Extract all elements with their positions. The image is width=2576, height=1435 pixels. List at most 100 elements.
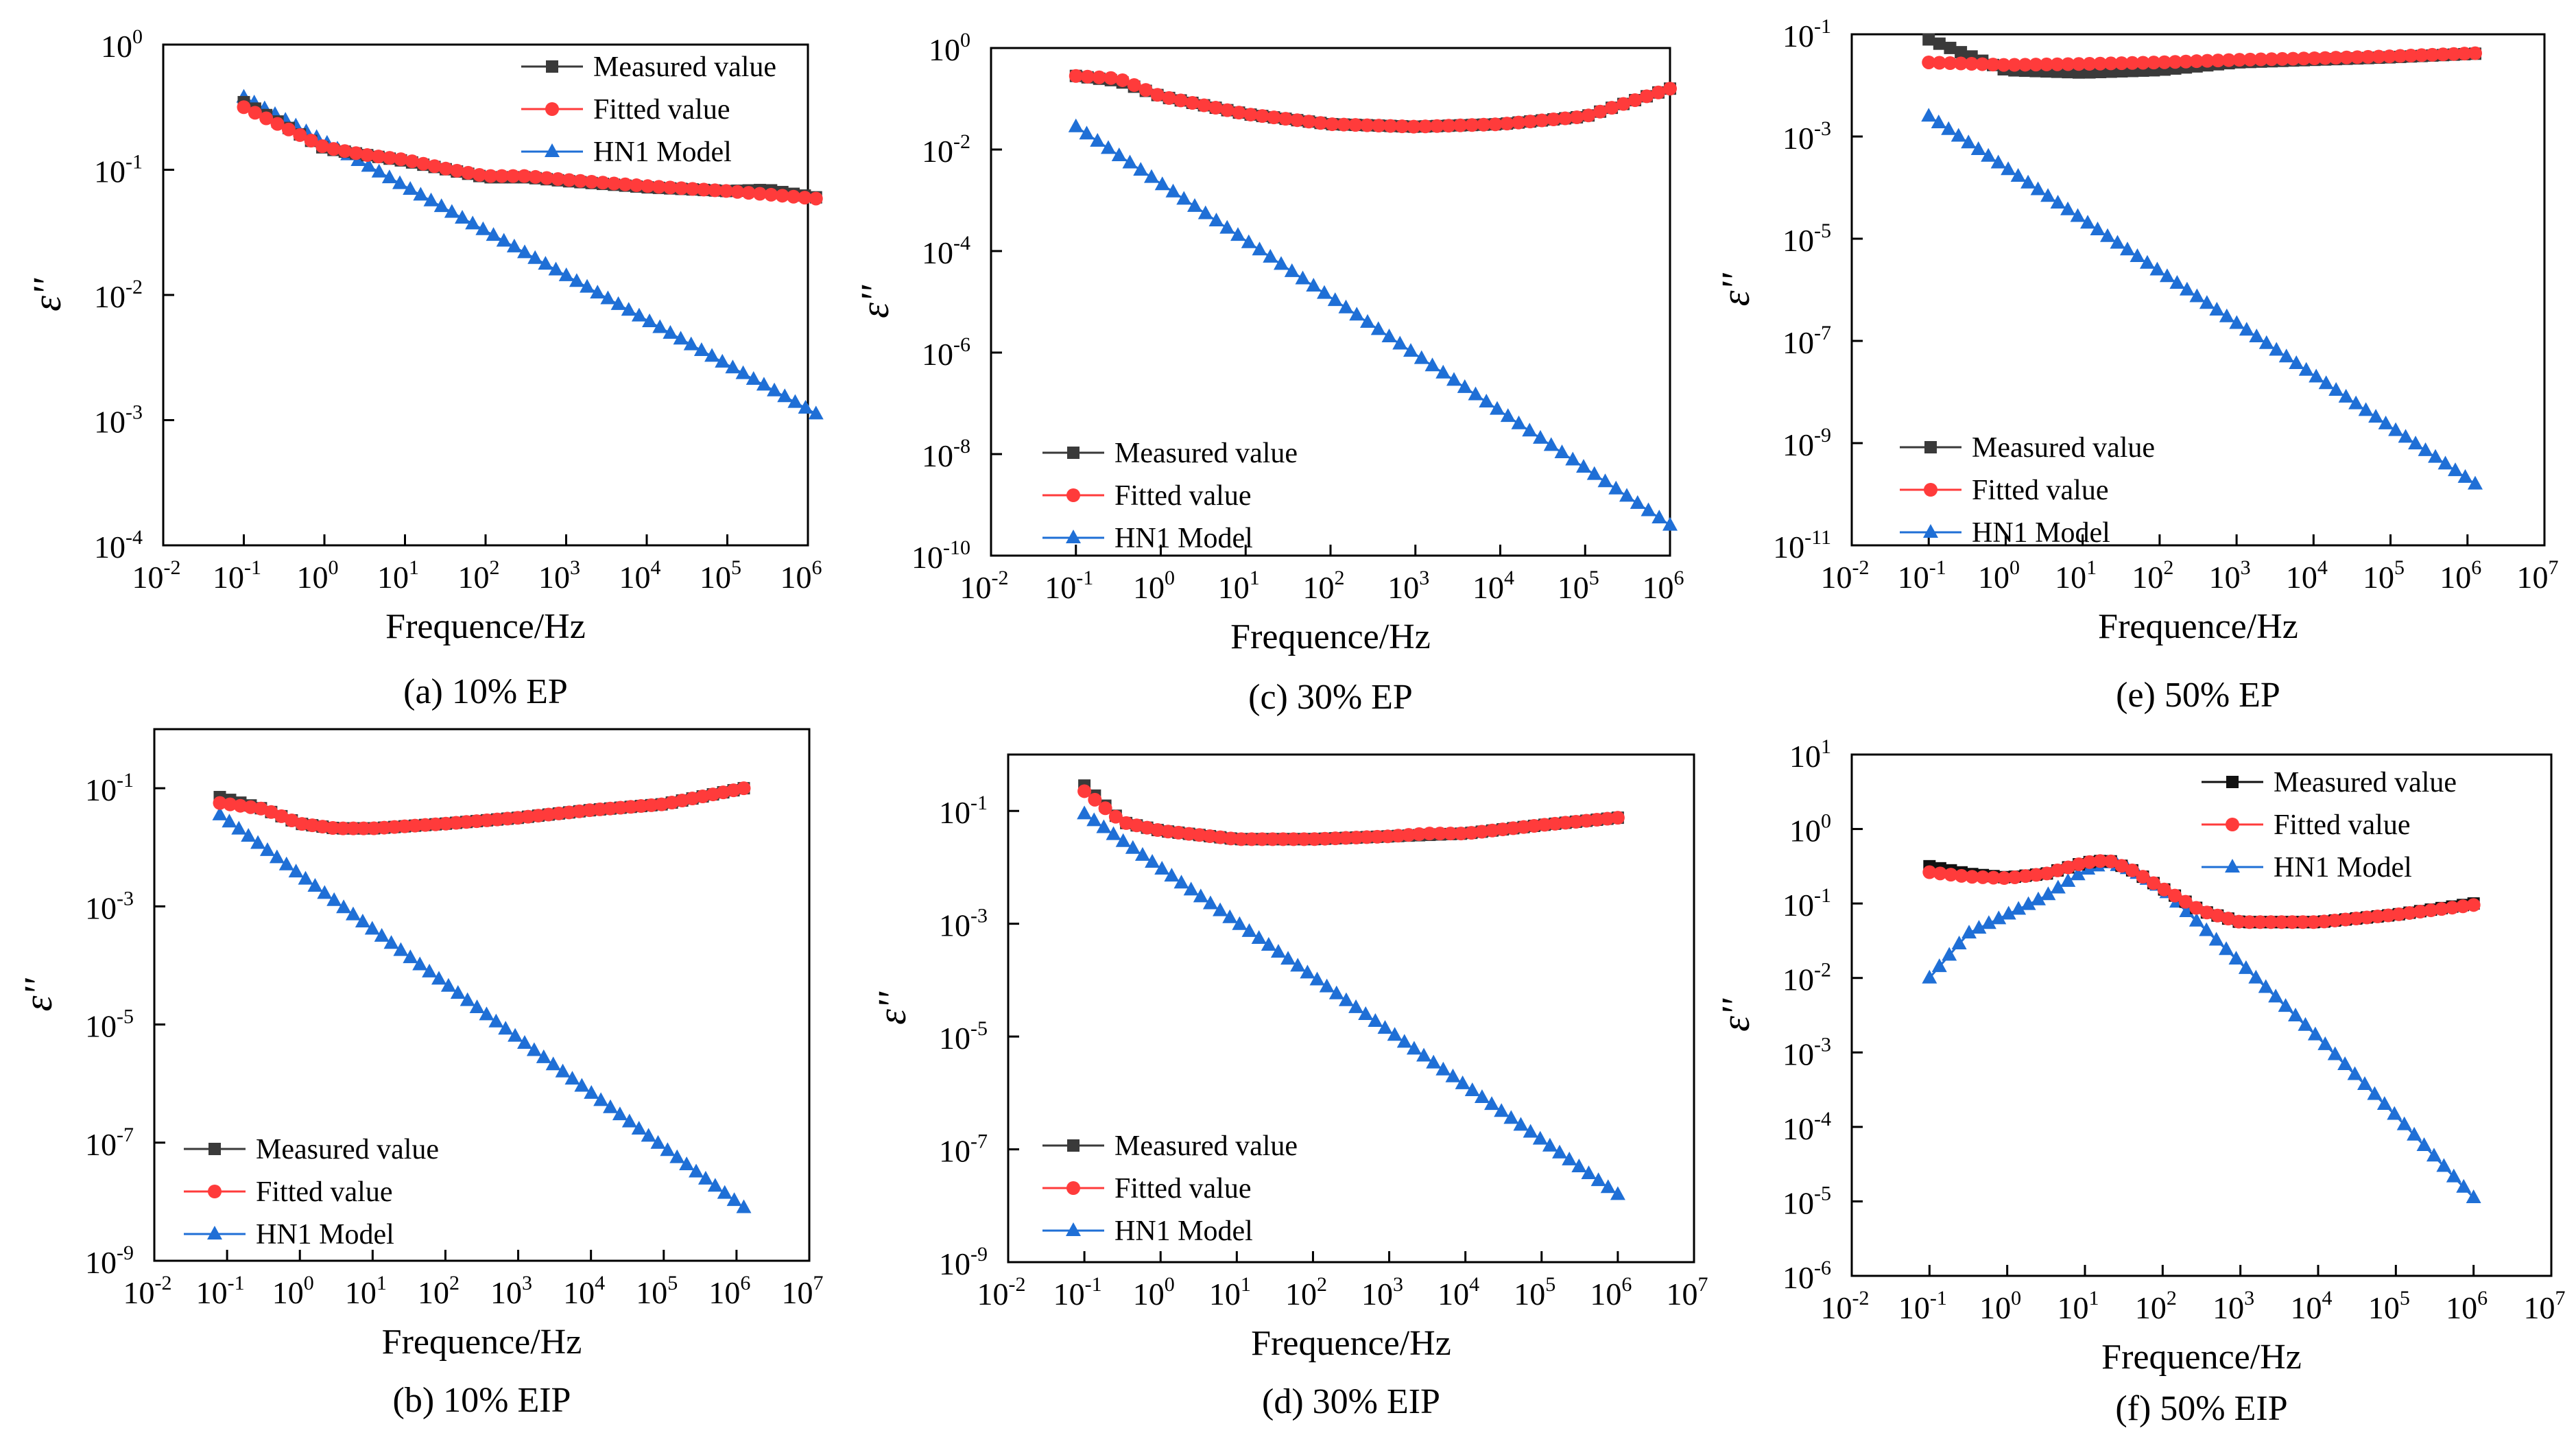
data-point bbox=[551, 806, 566, 820]
data-point bbox=[1319, 978, 1335, 993]
data-point bbox=[2050, 57, 2064, 71]
data-point bbox=[1548, 816, 1562, 831]
data-point bbox=[1278, 112, 1293, 126]
data-point bbox=[521, 809, 535, 824]
data-point bbox=[1407, 119, 1421, 134]
data-point bbox=[1396, 1034, 1412, 1048]
data-point bbox=[1317, 831, 1332, 846]
data-point bbox=[2157, 55, 2171, 69]
data-point bbox=[2413, 905, 2427, 919]
x-axis-label: Frequence/Hz bbox=[385, 607, 586, 646]
data-point bbox=[269, 849, 285, 864]
data-point bbox=[2349, 911, 2363, 925]
y-tick-label: 10-3 bbox=[85, 887, 134, 925]
data-point bbox=[584, 1084, 599, 1099]
data-point bbox=[2295, 915, 2310, 929]
data-point bbox=[1182, 827, 1196, 841]
data-point bbox=[2348, 395, 2364, 410]
data-point bbox=[2007, 870, 2022, 884]
data-point bbox=[1280, 951, 1296, 965]
data-point bbox=[431, 971, 446, 985]
data-point bbox=[1401, 828, 1416, 842]
data-point bbox=[2339, 50, 2354, 64]
data-point bbox=[2228, 951, 2244, 965]
data-point bbox=[1446, 372, 1462, 386]
data-point bbox=[1222, 909, 1238, 923]
data-point bbox=[2219, 308, 2234, 322]
data-point bbox=[527, 250, 543, 264]
data-point bbox=[1641, 502, 1656, 517]
data-point bbox=[1944, 868, 1958, 882]
data-point bbox=[1122, 154, 1138, 169]
data-point bbox=[1406, 1041, 1422, 1055]
legend-label: HN1 Model bbox=[1972, 517, 2110, 549]
data-point bbox=[526, 1042, 542, 1056]
y-tick-label: 10-2 bbox=[94, 276, 143, 314]
data-point bbox=[1590, 813, 1604, 827]
data-point bbox=[2243, 52, 2257, 67]
x-tick-label: 104 bbox=[619, 556, 661, 595]
y-tick-label: 100 bbox=[101, 25, 143, 64]
legend-marker bbox=[1923, 524, 1938, 538]
data-point bbox=[374, 927, 390, 942]
legend-marker bbox=[208, 1143, 221, 1155]
data-point bbox=[1328, 985, 1344, 999]
data-point bbox=[787, 189, 801, 204]
data-point bbox=[2232, 53, 2247, 67]
data-point bbox=[1579, 814, 1594, 828]
legend-marker bbox=[208, 1185, 222, 1198]
data-point bbox=[2398, 429, 2413, 443]
data-point bbox=[1349, 307, 1365, 321]
data-point bbox=[1506, 821, 1520, 835]
x-tick-label: 106 bbox=[2440, 556, 2481, 595]
data-point bbox=[1468, 386, 1483, 401]
data-point bbox=[558, 267, 574, 281]
data-point bbox=[403, 949, 418, 964]
data-point bbox=[469, 999, 485, 1013]
data-point bbox=[725, 359, 741, 374]
x-tick-label: 106 bbox=[780, 556, 822, 595]
data-point bbox=[336, 821, 350, 835]
series-triangle bbox=[212, 806, 752, 1213]
data-point bbox=[506, 169, 521, 183]
data-point bbox=[1133, 162, 1149, 176]
data-point bbox=[2168, 55, 2182, 69]
data-point bbox=[1455, 1075, 1470, 1089]
data-point bbox=[746, 371, 761, 386]
data-point bbox=[2387, 1106, 2402, 1120]
y-tick-label: 10-1 bbox=[1782, 15, 1831, 54]
data-point bbox=[2130, 248, 2145, 263]
data-point bbox=[212, 806, 228, 820]
data-point bbox=[631, 1120, 647, 1135]
legend-marker bbox=[1066, 530, 1081, 543]
data-point bbox=[1608, 480, 1624, 495]
y-tick-label: 10-3 bbox=[939, 905, 988, 943]
data-point bbox=[1150, 823, 1165, 838]
data-point bbox=[1922, 969, 1937, 984]
data-point bbox=[1077, 784, 1092, 798]
data-point bbox=[2029, 58, 2043, 72]
data-point bbox=[2179, 281, 2195, 296]
data-point bbox=[2020, 174, 2036, 189]
data-point bbox=[1651, 85, 1666, 99]
data-point bbox=[2031, 891, 2046, 905]
data-point bbox=[1403, 343, 1418, 357]
data-point bbox=[607, 176, 621, 191]
x-tick-label: 104 bbox=[563, 1272, 605, 1310]
data-point bbox=[574, 1078, 590, 1092]
data-point bbox=[2328, 51, 2343, 65]
data-point bbox=[427, 159, 442, 174]
data-point bbox=[2258, 979, 2274, 993]
data-point bbox=[2436, 1158, 2452, 1172]
data-point bbox=[408, 818, 422, 833]
series-triangle bbox=[236, 88, 824, 420]
data-point bbox=[2466, 1189, 2481, 1203]
data-point bbox=[1933, 866, 1947, 881]
data-point bbox=[349, 146, 363, 161]
x-axis-label: Frequence/Hz bbox=[2101, 1338, 2302, 1377]
chart-panel-c: 10-2 10-1 100 101 102 103 104 105 106 10-10 10-8 10… bbox=[852, 29, 1684, 717]
data-point bbox=[2114, 56, 2129, 71]
data-point bbox=[2179, 54, 2193, 69]
data-point bbox=[460, 992, 475, 1006]
